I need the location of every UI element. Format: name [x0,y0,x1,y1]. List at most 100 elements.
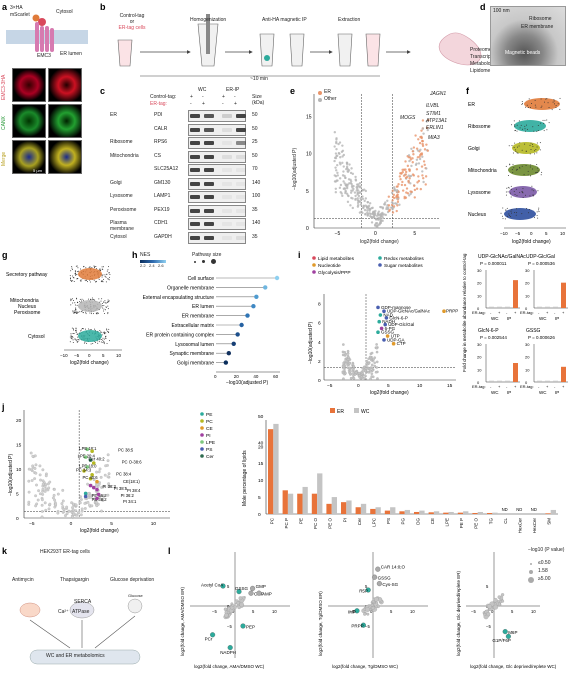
highlighted-point [378,313,383,317]
violin-point [539,142,541,144]
violin-point [90,313,92,315]
data-point [364,367,368,370]
term-label: ER lumen [192,304,214,310]
violin-point [75,308,77,310]
gene-erlin1: ERLIN1 [426,125,444,131]
data-point [333,131,337,134]
violin-shape [509,186,537,198]
legend-swatch [354,408,359,413]
violin-point [83,342,85,344]
violin-point [80,329,82,331]
violin-point [106,343,108,345]
data-point [486,612,491,617]
data-point [357,189,360,192]
violin-point [525,164,527,166]
data-point [34,463,38,467]
bar-wc [419,510,425,514]
data-point [38,492,42,496]
data-point [354,179,358,182]
header-wc: WC [198,87,207,93]
data-point [338,161,342,164]
data-point [107,472,111,476]
violin-point [538,209,540,211]
category-label: HexCer [518,518,523,534]
size-label: Size (kDa) [252,94,265,106]
bar [553,380,558,382]
data-point [348,163,351,166]
l-legend-dot-3 [528,577,534,583]
legend-dot [200,412,204,416]
data-point [375,221,379,225]
blot-group-label: Plasma membrane [110,220,134,232]
e-legend-er-dot [318,91,322,95]
data-point [371,375,375,379]
violin-point [109,276,111,278]
blot-protein-label: PDI [154,112,163,118]
data-point [106,459,110,463]
metabolite-label: GSSG [235,586,249,591]
highlighted-point [377,319,381,324]
category-label: PS [386,518,391,524]
violin-point [103,331,105,333]
blot-band [204,208,214,213]
data-point [98,467,102,471]
x-tick-label: −5 [515,231,521,236]
violin-point [554,103,556,105]
data-point [33,467,37,470]
bar-wc [287,493,294,514]
micrograph-canx-right [48,104,82,138]
data-point [79,498,83,501]
bar-wc [360,503,367,514]
highlighted-point [382,338,386,342]
blot-protein-label: GAPDH [154,233,172,240]
blot-band [222,208,232,213]
violin-point [103,313,105,315]
x-axis-label: log2(fold change) [80,528,119,534]
x-tick-label: 0 [370,609,373,614]
blot-group-label: Cytosol [110,233,127,240]
micrograph-emc3-left [12,68,46,102]
blot-band [236,235,246,240]
blot-protein-label: CDH1 [154,220,168,226]
y-tick-label: 20 [477,281,482,286]
data-point [396,185,399,188]
violin-point [77,270,79,272]
y-tick-label: 10 [477,367,482,372]
sign-label: + [514,384,517,389]
violin-point [81,300,83,302]
violin-point [500,212,502,214]
data-point [335,179,338,182]
violin-point [102,339,104,341]
x-tick-label: 0 [491,609,494,614]
sign-label: - [506,310,508,315]
violin-point [509,164,511,166]
violin-point [103,308,105,310]
metabolite-label: GDP-mannose [381,305,411,310]
data-point [27,467,31,471]
k-serca: SERCA [74,599,92,605]
x-tick-label: −5 [327,383,333,389]
violin-point [540,122,542,124]
violin-point [504,218,506,220]
violin-point [505,165,507,167]
highlighted-point [210,632,216,638]
data-point [401,170,404,174]
violin-point [85,280,87,282]
violin-point [71,327,73,329]
violin-point [105,332,107,334]
violin-point [75,339,77,341]
y-tick-label: 4 [318,340,321,346]
violin-point [551,109,553,111]
data-point [339,190,342,194]
lollipop-head [254,294,259,299]
data-point [419,135,422,139]
violin-point [524,128,526,130]
data-point [391,195,395,199]
metabolite-label: GSSG [381,330,395,335]
data-point [70,515,74,519]
blot-band [204,114,214,118]
output-proteome: Proteome [470,47,492,53]
sign-label: - [538,310,540,315]
violin-point [107,308,109,310]
x-axis-label: log2(fold change) [370,390,409,396]
